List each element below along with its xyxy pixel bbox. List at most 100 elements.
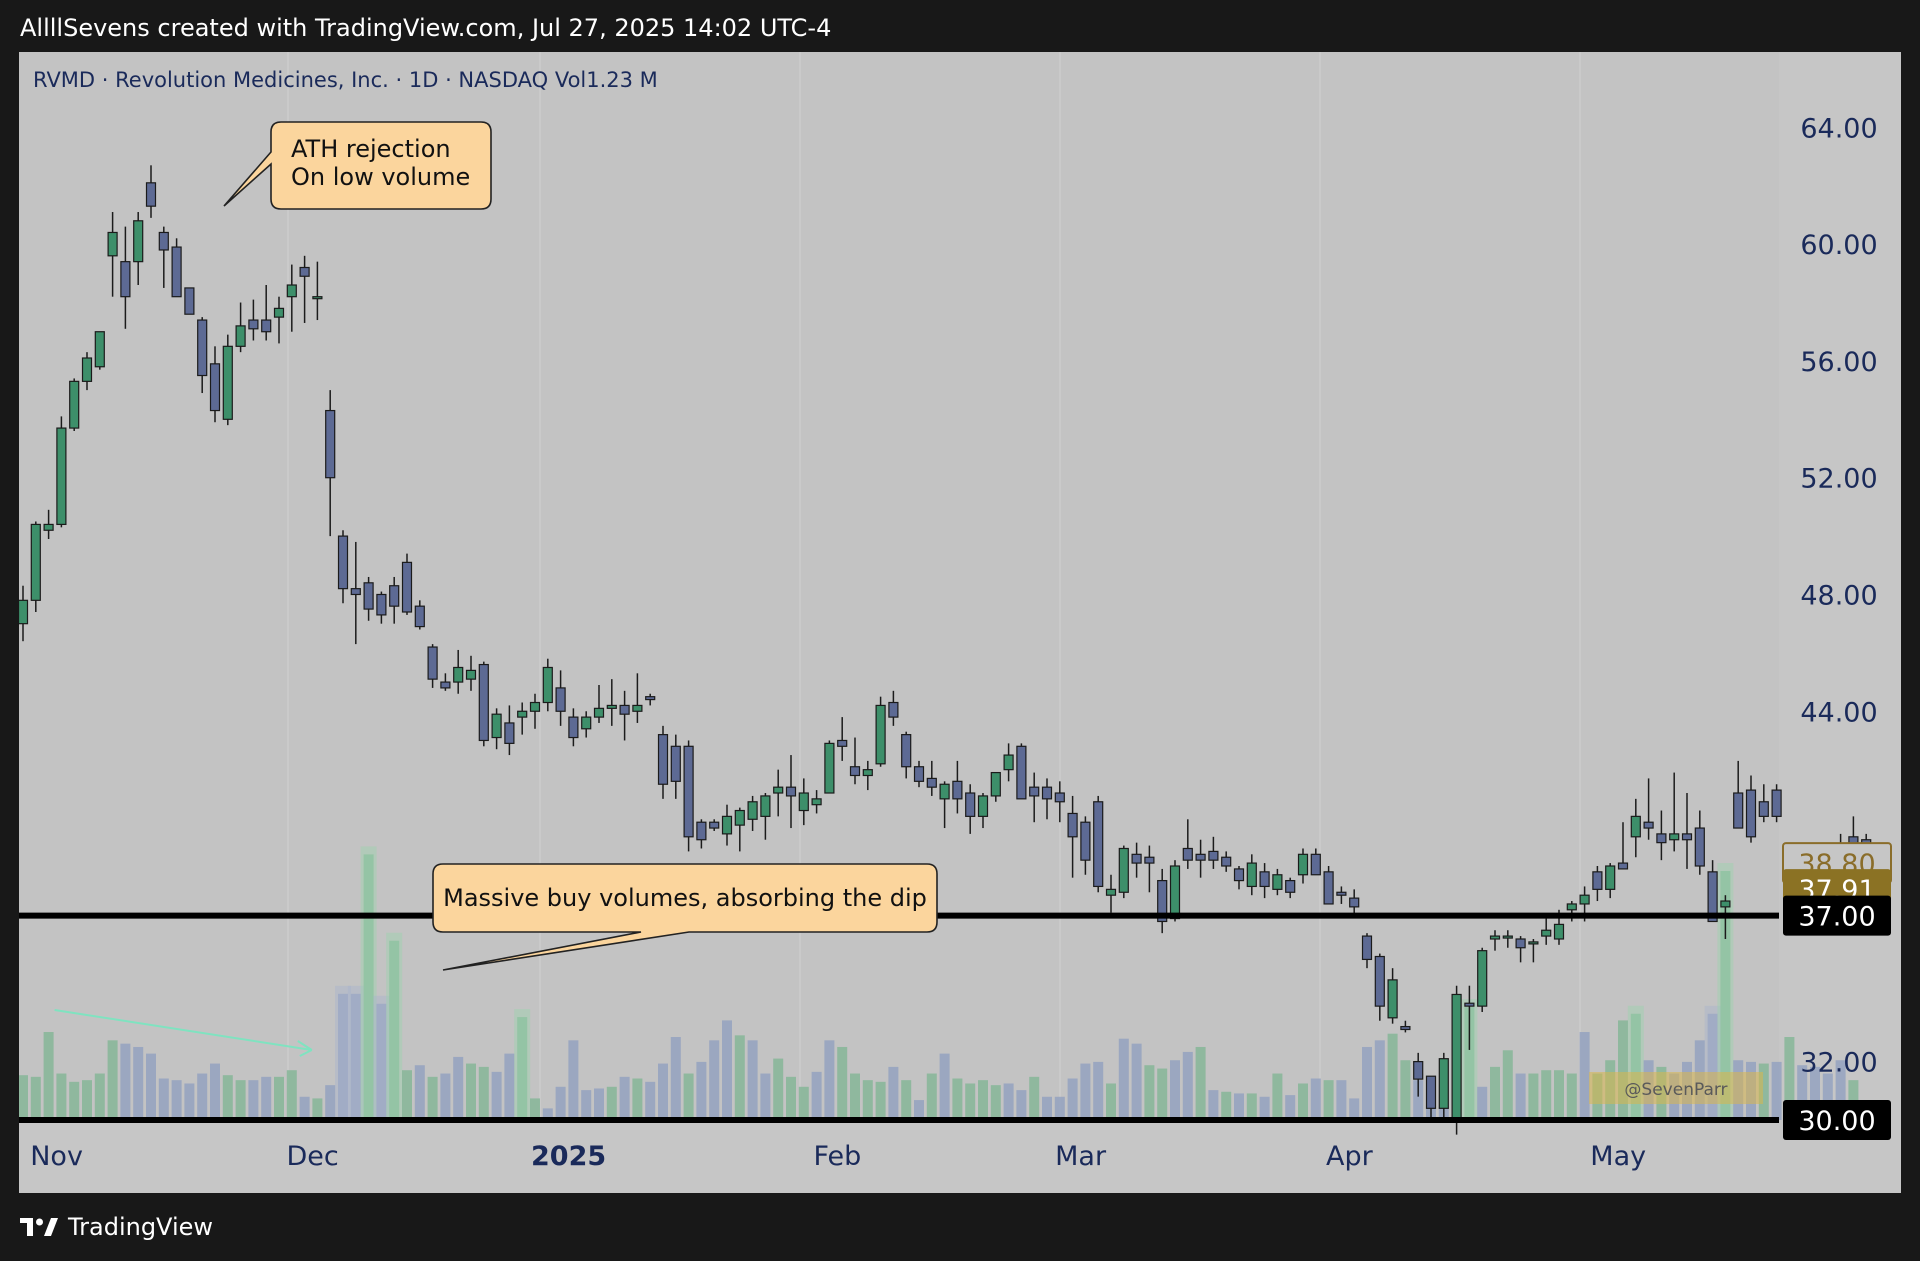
volume-bar [1349,1098,1360,1120]
chart-frame[interactable]: @SevenParr ATH rejection On low volume Mass… [19,52,1901,1193]
candle-body [1310,853,1321,876]
candle-body [1745,789,1757,838]
volume-bar [594,1088,604,1120]
candle-body [19,599,29,625]
volume-bar [184,1083,195,1120]
candle-body [1758,801,1769,817]
candle-body [657,734,669,785]
volume-bar [926,1073,937,1120]
candle-body [1630,815,1641,838]
candle-body [593,707,605,718]
volume-bar [530,1098,540,1120]
volume-bar [1195,1046,1206,1120]
candle-body [1118,847,1129,893]
annotation-line-2: On low volume [291,163,470,191]
candle-body [1656,833,1667,844]
watermark: @SevenParr [1589,1072,1763,1104]
candle-body [1669,833,1680,841]
volume-bar [30,1076,41,1120]
candle-body [1566,903,1577,911]
volume-bar [568,1040,579,1120]
volume-bar [734,1035,745,1120]
volume-bar [440,1073,451,1120]
candle-body [43,523,54,531]
candle-body [325,409,336,479]
volume-bar [261,1076,272,1120]
candle-body [747,801,758,820]
candle-body [1605,865,1616,890]
volume-bar [581,1090,592,1120]
volume-highlight [514,1009,531,1120]
volume-bar [504,1053,515,1120]
volume-bar [1541,1070,1552,1120]
volume-bar [210,1063,220,1120]
candle-body [606,704,617,709]
candle-body [1413,1061,1424,1080]
volume-bar [1144,1065,1155,1120]
volume-bar [850,1073,860,1120]
candle-body [581,716,592,730]
volume-bar [786,1076,796,1120]
volume-bar [82,1080,92,1120]
volume-bar [1528,1073,1539,1120]
candle-body [1182,847,1193,861]
candle-body [363,582,374,610]
watermark-box [1589,1072,1763,1104]
volume-bar [901,1080,912,1120]
volume-bar [1822,1073,1833,1120]
grid-line-0 [287,52,289,1120]
volume-bar [1221,1091,1232,1120]
candle-body [1707,871,1718,923]
volume-bar [389,940,400,1120]
candle-body [683,745,694,838]
price-tag-box [1783,1100,1891,1140]
candle-body [299,266,310,277]
price-tick-label: 48.00 [1800,580,1877,611]
watermark-text: @SevenParr [1624,1080,1727,1100]
volume-bar [709,1040,720,1120]
candle-body [1553,923,1565,940]
candle-body [1681,833,1693,841]
candle-body [875,704,886,765]
candle-body [1643,821,1654,829]
volume-bar [222,1075,233,1120]
volume-bar [286,1070,297,1120]
candle-body [1195,853,1206,861]
candle-body [785,786,797,797]
volume-bar [914,1100,924,1120]
volume-bar [312,1098,323,1120]
candle-body [1361,935,1373,961]
candle-body [990,771,1001,797]
candle-body [760,795,771,817]
candle-body [1041,786,1053,800]
volume-bar [606,1086,617,1120]
price-tick-label: 60.00 [1800,230,1877,261]
volume-bar [696,1061,707,1120]
candle-body [427,646,438,680]
candle-body [1093,801,1104,888]
volume-bar [1630,1013,1641,1120]
volume-bar [197,1073,208,1120]
volume-bar [107,1040,118,1120]
candle-body [350,588,361,596]
candle-body [1733,792,1744,829]
volume-bar [760,1073,771,1120]
volume-bar [658,1063,668,1120]
candle-body [1720,900,1731,908]
volume-bar [1336,1080,1347,1120]
volume-bar [1515,1073,1526,1120]
candle-body [734,809,745,826]
volume-bar [875,1081,886,1120]
candle-body [222,345,233,420]
volume-bar [837,1046,848,1120]
volume-bar [1374,1040,1385,1120]
candle-body [1067,812,1078,838]
volume-bar [133,1046,144,1120]
volume-bar [146,1053,156,1120]
grid-line-4 [1319,52,1321,1120]
candle-body [197,319,208,377]
volume-bar [1477,1086,1488,1120]
candle-body [184,287,195,315]
time-tick-label: Mar [1055,1141,1107,1172]
